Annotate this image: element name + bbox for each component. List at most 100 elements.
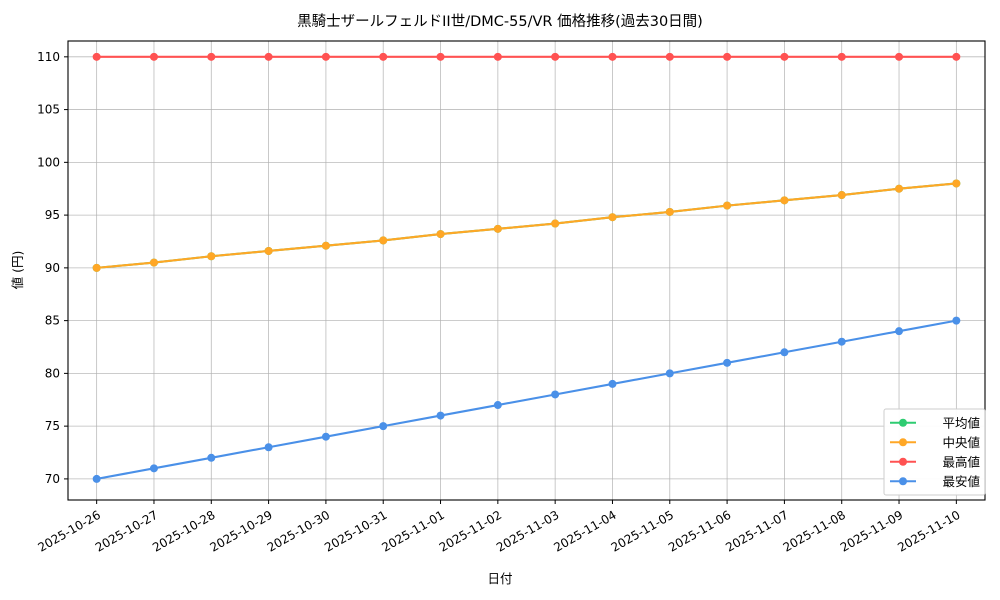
legend-item-2[interactable]: 中央値 bbox=[890, 435, 980, 450]
data-point bbox=[436, 230, 445, 239]
data-point bbox=[92, 52, 101, 61]
data-point bbox=[149, 52, 158, 61]
data-point bbox=[551, 219, 560, 228]
data-point bbox=[92, 474, 101, 483]
x-axis-ticks bbox=[96, 500, 957, 504]
x-tick-label: 2025-11-08 bbox=[781, 508, 848, 555]
y-tick-label: 90 bbox=[45, 261, 60, 275]
series-2 bbox=[92, 179, 961, 272]
y-tick-label: 100 bbox=[37, 155, 60, 169]
x-axis-tick-labels: 2025-10-262025-10-272025-10-282025-10-29… bbox=[36, 508, 963, 555]
legend-item-4[interactable]: 最安値 bbox=[890, 474, 980, 489]
data-series-group bbox=[92, 52, 961, 483]
data-point bbox=[895, 52, 904, 61]
series-3 bbox=[92, 52, 961, 61]
data-point bbox=[608, 213, 617, 222]
x-tick-label: 2025-10-29 bbox=[207, 508, 274, 555]
axes-frame bbox=[67, 40, 986, 501]
y-tick-label: 70 bbox=[45, 472, 60, 486]
data-point bbox=[837, 52, 846, 61]
data-point bbox=[665, 52, 674, 61]
y-tick-label: 95 bbox=[45, 208, 60, 222]
x-tick-label: 2025-10-28 bbox=[150, 508, 217, 555]
data-point bbox=[837, 191, 846, 200]
y-tick-label: 110 bbox=[37, 50, 60, 64]
series-4 bbox=[92, 316, 961, 483]
data-point bbox=[264, 246, 273, 255]
data-point bbox=[551, 52, 560, 61]
x-tick-label: 2025-11-01 bbox=[379, 508, 446, 555]
legend-item-1[interactable]: 平均値 bbox=[890, 415, 980, 430]
x-tick-label: 2025-10-27 bbox=[93, 508, 160, 555]
data-point bbox=[207, 252, 216, 261]
data-point bbox=[379, 422, 388, 431]
data-point bbox=[665, 207, 674, 216]
data-point bbox=[608, 379, 617, 388]
x-tick-label: 2025-11-02 bbox=[437, 508, 504, 555]
data-point bbox=[379, 52, 388, 61]
data-point bbox=[551, 390, 560, 399]
x-axis-label: 日付 bbox=[487, 571, 512, 586]
legend-swatch-marker bbox=[899, 438, 907, 447]
y-axis-tick-labels: 70 75 80 85 90 95 100 105 110 bbox=[37, 50, 60, 486]
data-point bbox=[780, 348, 789, 357]
x-tick-label: 2025-10-26 bbox=[36, 508, 103, 555]
legend-label: 平均値 bbox=[942, 415, 980, 430]
y-axis-label: 値 (円) bbox=[10, 251, 25, 290]
data-point bbox=[493, 224, 502, 233]
data-point bbox=[837, 337, 846, 346]
data-point bbox=[952, 52, 961, 61]
data-point bbox=[780, 52, 789, 61]
data-point bbox=[780, 196, 789, 205]
data-point bbox=[321, 52, 330, 61]
data-point bbox=[149, 258, 158, 267]
data-point bbox=[207, 453, 216, 462]
data-point bbox=[264, 443, 273, 452]
legend-swatch-marker bbox=[899, 477, 907, 486]
data-point bbox=[952, 316, 961, 325]
data-point bbox=[895, 327, 904, 336]
x-tick-label: 2025-11-07 bbox=[723, 508, 790, 555]
data-point bbox=[493, 401, 502, 410]
data-point bbox=[436, 411, 445, 420]
y-tick-label: 75 bbox=[45, 419, 60, 433]
series-line bbox=[95, 319, 958, 480]
legend-item-3[interactable]: 最高値 bbox=[890, 454, 980, 469]
x-tick-label: 2025-11-09 bbox=[838, 508, 905, 555]
data-point bbox=[952, 179, 961, 188]
chart-title: 黒騎士ザールフェルドII世/DMC-55/VR 価格推移(過去30日間) bbox=[297, 14, 703, 30]
data-point bbox=[321, 241, 330, 250]
legend-background bbox=[883, 408, 986, 496]
data-point bbox=[379, 236, 388, 245]
data-point bbox=[723, 52, 732, 61]
legend-label: 最安値 bbox=[942, 474, 980, 489]
legend-swatch-marker bbox=[899, 457, 907, 466]
data-point bbox=[608, 52, 617, 61]
series-line bbox=[95, 182, 958, 269]
data-point bbox=[723, 358, 732, 367]
y-tick-label: 105 bbox=[37, 103, 60, 117]
x-tick-label: 2025-11-04 bbox=[551, 508, 618, 555]
x-tick-label: 2025-10-30 bbox=[265, 508, 332, 555]
data-point bbox=[665, 369, 674, 378]
plot-area-background bbox=[68, 41, 985, 500]
legend-label: 中央値 bbox=[942, 435, 980, 450]
data-point bbox=[92, 263, 101, 272]
data-point bbox=[207, 52, 216, 61]
legend-label: 最高値 bbox=[942, 454, 980, 469]
data-point bbox=[436, 52, 445, 61]
data-point bbox=[264, 52, 273, 61]
legend-swatch-marker bbox=[899, 418, 907, 427]
data-point bbox=[149, 464, 158, 473]
data-point bbox=[321, 432, 330, 441]
y-axis-ticks bbox=[64, 56, 68, 480]
x-tick-label: 2025-10-31 bbox=[322, 508, 389, 555]
data-point bbox=[895, 184, 904, 193]
x-tick-label: 2025-11-05 bbox=[609, 508, 676, 555]
data-point bbox=[723, 201, 732, 210]
data-point bbox=[493, 52, 502, 61]
y-tick-label: 80 bbox=[45, 366, 60, 380]
